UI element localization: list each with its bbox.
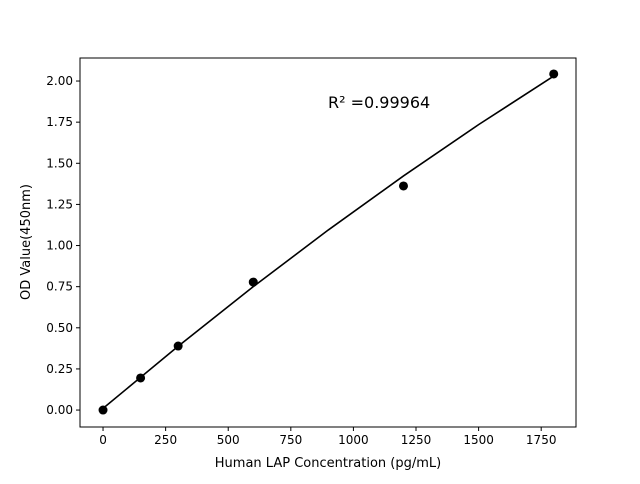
x-axis: 0 250 500 750 1000 1250 1500 1750: [99, 427, 556, 447]
y-tick-label: 0.00: [46, 403, 73, 417]
data-point: [173, 341, 183, 351]
y-tick-label: 2.00: [46, 74, 73, 88]
fit-line: [102, 75, 555, 410]
x-tick-label: 1750: [526, 433, 557, 447]
x-axis-label: Human LAP Concentration (pg/mL): [215, 456, 441, 471]
data-point: [98, 405, 108, 415]
y-tick-label: 1.25: [46, 197, 73, 211]
data-point: [398, 181, 408, 191]
y-axis: 0.00 0.25 0.50 0.75 1.00 1.25 1.50 1.75 2.00: [46, 74, 80, 417]
y-tick-label: 0.75: [46, 280, 73, 294]
x-tick-label: 1250: [401, 433, 432, 447]
y-axis-label: OD Value(450nm): [19, 184, 34, 300]
x-tick-label: 750: [279, 433, 302, 447]
y-tick-label: 0.50: [46, 321, 73, 335]
y-tick-label: 1.00: [46, 239, 73, 253]
plot-marks: [98, 69, 559, 415]
x-tick-label: 500: [217, 433, 240, 447]
annotation-r-squared: R² =0.99964: [328, 93, 430, 112]
data-point: [248, 277, 258, 287]
y-tick-label: 1.50: [46, 156, 73, 170]
plot-frame: [79, 57, 577, 428]
x-tick-label: 250: [154, 433, 177, 447]
x-tick-label: 0: [99, 433, 107, 447]
y-tick-label: 0.25: [46, 362, 73, 376]
data-point: [136, 373, 146, 383]
y-tick-label: 1.75: [46, 115, 73, 129]
x-tick-label: 1000: [338, 433, 369, 447]
data-point: [549, 69, 559, 79]
x-tick-label: 1500: [463, 433, 494, 447]
